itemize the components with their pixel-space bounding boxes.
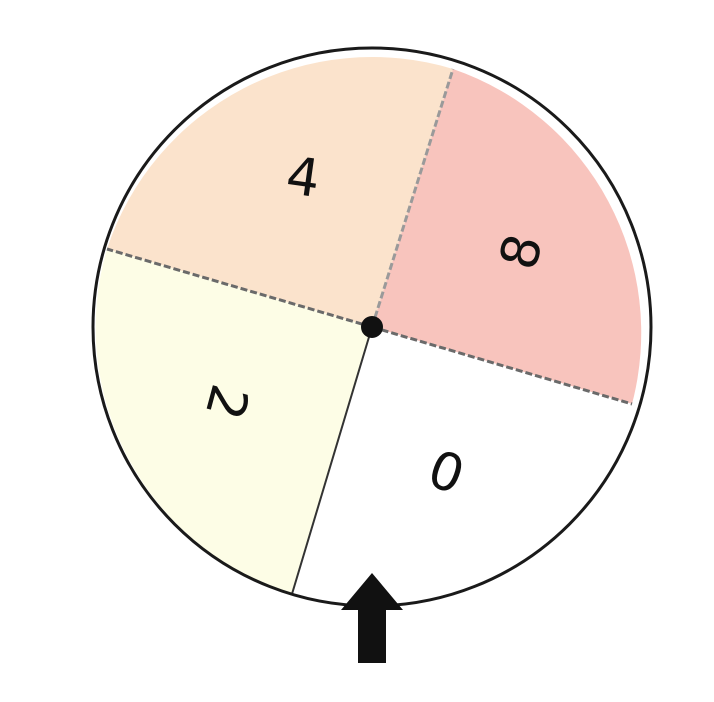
center-pivot bbox=[361, 316, 383, 338]
divider-line bbox=[291, 326, 373, 595]
sector-0 bbox=[292, 327, 632, 604]
up-arrow-icon bbox=[341, 573, 403, 663]
divider-line bbox=[370, 68, 455, 328]
spinner-wheel: 4 8 0 2 bbox=[91, 46, 653, 608]
sector-4 bbox=[107, 57, 453, 327]
divider-line bbox=[106, 247, 373, 329]
sector-2 bbox=[95, 249, 373, 594]
divider-line bbox=[371, 325, 633, 406]
sector-label-4: 4 bbox=[282, 146, 323, 210]
sector-8 bbox=[372, 69, 642, 404]
